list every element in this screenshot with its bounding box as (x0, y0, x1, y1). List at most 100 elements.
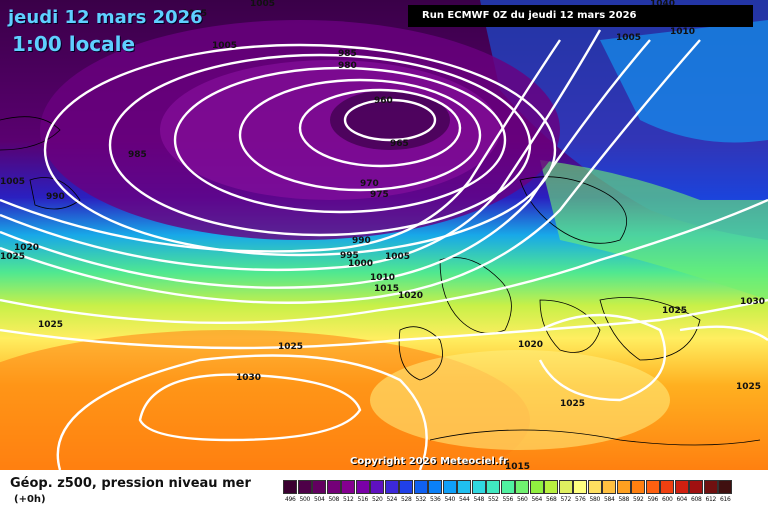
isobar-labels: 1005 1005 1005 1005 1010 1040 985 980 96… (0, 0, 765, 470)
legend-bar: Géop. z500, pression niveau mer (+0h) 49… (0, 470, 768, 512)
forecast-date: jeudi 12 mars 2026 (8, 7, 203, 28)
coastlines (0, 116, 761, 446)
scale-swatch (428, 480, 443, 494)
scale-swatch (674, 480, 689, 494)
isobar-label: 1025 (278, 342, 303, 352)
isobar-label: 980 (338, 61, 357, 71)
isobar-label: 990 (46, 192, 65, 202)
scale-swatch (660, 480, 675, 494)
legend-subtitle: (+0h) (14, 494, 46, 505)
scale-swatch (515, 480, 530, 494)
scale-step: 520 (370, 480, 385, 503)
scale-step: 528 (399, 480, 414, 503)
scale-swatch (718, 480, 733, 494)
scale-swatch (602, 480, 617, 494)
legend-title: Géop. z500, pression niveau mer (10, 476, 251, 491)
scale-step: 548 (471, 480, 487, 503)
scale-step: 532 (413, 480, 429, 503)
scale-label: 556 (502, 496, 514, 503)
isobar-label: 970 (360, 179, 379, 189)
scale-swatch (544, 480, 559, 494)
scale-step: 584 (602, 480, 617, 503)
map-svg: 1005 1005 1005 1005 1010 1040 985 980 96… (0, 0, 768, 470)
scale-swatch (631, 480, 646, 494)
isobar-label: 1000 (348, 259, 373, 269)
color-scale: 496 500 504 508 512 516 520 524 528 532 536 540 544 5… (283, 480, 733, 503)
geopotential-map: 1005 1005 1005 1005 1010 1040 985 980 96… (0, 0, 768, 470)
scale-step: 508 (326, 480, 342, 503)
isobar-label: 1020 (518, 340, 543, 350)
scale-swatch (689, 480, 704, 494)
scale-step: 500 (297, 480, 313, 503)
model-run-label: Run ECMWF 0Z du jeudi 12 mars 2026 (408, 5, 753, 27)
scale-step: 600 (660, 480, 675, 503)
scale-label: 548 (473, 496, 485, 503)
isobar-label: 1015 (374, 284, 399, 294)
scale-swatch (413, 480, 428, 494)
isobar-label: 1005 (182, 9, 207, 19)
scale-swatch (355, 480, 370, 494)
isobar-label: 1040 (650, 0, 675, 9)
isobar-label: 1020 (398, 291, 423, 301)
scale-swatch (326, 480, 341, 494)
scale-label: 608 (690, 496, 702, 503)
scale-label: 496 (284, 496, 296, 503)
scale-step: 544 (457, 480, 472, 503)
isobar-label: 1020 (14, 243, 39, 253)
isobar-label: 1025 (38, 320, 63, 330)
isobar-label: 985 (338, 49, 357, 59)
scale-label: 584 (603, 496, 615, 503)
isobar-label: 995 (340, 251, 359, 261)
scale-swatch (558, 480, 573, 494)
scale-label: 576 (574, 496, 586, 503)
copyright-text: Copyright 2026 Meteociel.fr (350, 456, 508, 467)
scale-swatch (500, 480, 515, 494)
scale-step: 512 (341, 480, 356, 503)
scale-step: 580 (587, 480, 603, 503)
scale-step: 536 (428, 480, 443, 503)
scale-step: 572 (558, 480, 574, 503)
scale-step: 524 (384, 480, 400, 503)
isobar-label: 975 (370, 190, 389, 200)
scale-step: 564 (529, 480, 545, 503)
scale-swatch (645, 480, 660, 494)
isobar-label: 1005 (385, 252, 410, 262)
scale-swatch (384, 480, 399, 494)
isobar-label: 1010 (370, 273, 395, 283)
scale-swatch (573, 480, 588, 494)
scale-label: 588 (618, 496, 630, 503)
scale-step: 540 (442, 480, 458, 503)
scale-label: 536 (429, 496, 441, 503)
isobar-lines (0, 29, 768, 470)
scale-label: 616 (719, 496, 731, 503)
scale-swatch (370, 480, 385, 494)
scale-step: 612 (703, 480, 719, 503)
scale-step: 576 (573, 480, 588, 503)
isobar-label: 1025 (736, 382, 761, 392)
scale-swatch (457, 480, 472, 494)
scale-label: 540 (444, 496, 456, 503)
scale-label: 572 (560, 496, 572, 503)
scale-label: 516 (357, 496, 369, 503)
scale-label: 568 (545, 496, 557, 503)
scale-label: 512 (342, 496, 354, 503)
scale-label: 564 (531, 496, 543, 503)
scale-step: 588 (616, 480, 632, 503)
isobar-label: 960 (374, 96, 393, 106)
scale-step: 516 (355, 480, 371, 503)
scale-swatch (283, 480, 298, 494)
scale-step: 596 (645, 480, 661, 503)
scale-swatch (616, 480, 631, 494)
scale-swatch (399, 480, 414, 494)
isobar-label: 1030 (740, 297, 765, 307)
isobar-label: 1030 (236, 373, 261, 383)
scale-swatch (471, 480, 486, 494)
scale-step: 560 (515, 480, 530, 503)
isobar-label: 990 (352, 236, 371, 246)
scale-label: 552 (487, 496, 499, 503)
forecast-hour: 1:00 locale (12, 32, 136, 56)
scale-label: 596 (647, 496, 659, 503)
scale-label: 520 (371, 496, 383, 503)
scale-label: 508 (328, 496, 340, 503)
isobar-label: 1025 (662, 306, 687, 316)
